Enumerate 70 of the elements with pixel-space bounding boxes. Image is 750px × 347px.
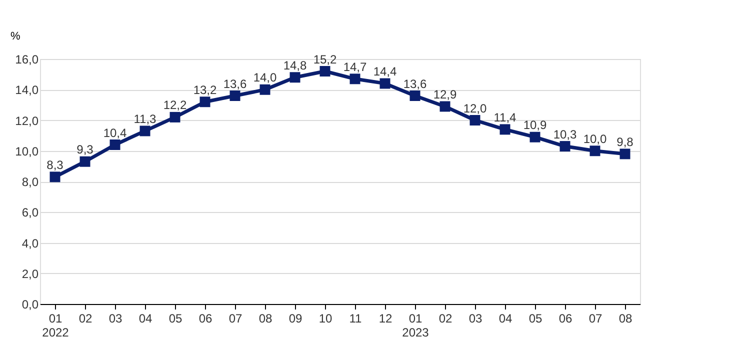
data-label: 14,8 (283, 58, 307, 72)
x-tick-label: 08 (618, 312, 632, 326)
point (560, 141, 570, 152)
data-label: 14,0 (253, 70, 277, 85)
x-tick-label: 04 (138, 312, 152, 326)
x-tick-label: 01 2023 (402, 312, 430, 340)
point (50, 172, 60, 182)
data-label: 15,2 (313, 52, 337, 66)
x-tick-label: 02 (438, 312, 452, 326)
data-label: 14,4 (373, 64, 397, 78)
data-label: 11,3 (134, 112, 157, 126)
point (230, 90, 240, 101)
x-tick-label: 07 (228, 312, 242, 326)
point (260, 84, 270, 95)
point (380, 78, 390, 89)
data-label: 13,6 (403, 76, 427, 91)
x-tick-label: 12 (378, 312, 392, 326)
point (470, 115, 480, 126)
x-tick-label: 08 (258, 312, 272, 326)
data-label: 12,2 (163, 98, 187, 112)
data-label: 9,8 (616, 134, 634, 149)
point (200, 96, 210, 108)
data-label: 9,3 (76, 142, 94, 157)
point (500, 124, 510, 135)
x-tick-label: 09 (288, 312, 302, 326)
x-tick-label: 04 (498, 312, 512, 326)
y-axis-title: % (10, 30, 20, 42)
x-tick-label: 06 (198, 312, 212, 326)
x-tick-label: 10 (318, 312, 332, 326)
y-tick-label: 10,0 (15, 144, 39, 158)
data-label: 12,9 (433, 87, 457, 102)
point (290, 72, 300, 83)
x-tick-label: 03 (468, 312, 482, 326)
point (350, 74, 360, 84)
point (530, 132, 540, 142)
x-tick-label: 01 2022 (42, 312, 70, 340)
point (410, 90, 420, 101)
data-label: 10,9 (523, 118, 547, 132)
x-tick-label: 11 (349, 312, 362, 326)
y-tick-label: 8,0 (22, 175, 39, 189)
data-label: 10,4 (103, 126, 127, 140)
data-label: 10,3 (553, 127, 577, 142)
point (170, 112, 180, 122)
x-tick-label: 06 (558, 312, 572, 326)
point (110, 140, 120, 150)
point (620, 148, 630, 160)
data-label: 12,0 (463, 101, 487, 116)
y-tick-label: 0,0 (22, 298, 39, 312)
point (140, 126, 150, 136)
y-tick-label: 16,0 (15, 52, 39, 66)
data-label: 13,6 (223, 76, 247, 91)
point (80, 156, 90, 167)
data-label: 13,2 (193, 82, 217, 97)
y-tick-label: 2,0 (22, 266, 39, 281)
point (440, 101, 450, 112)
point (590, 146, 600, 156)
x-tick-label: 05 (528, 312, 542, 326)
x-tick-label: 05 (168, 312, 182, 326)
y-tick-label: 4,0 (22, 236, 39, 250)
point (320, 66, 330, 76)
y-tick-label: 14,0 (15, 83, 39, 98)
y-tick-label: 6,0 (22, 206, 39, 220)
x-tick-label: 03 (108, 312, 122, 326)
data-label: 14,7 (343, 60, 367, 74)
x-tick-label: 02 (78, 312, 92, 326)
data-label: 10,0 (583, 132, 607, 146)
x-tick-label: 07 (588, 312, 602, 326)
y-tick-label: 12,0 (15, 114, 39, 128)
data-label: 8,3 (46, 158, 64, 172)
data-label: 11,4 (494, 110, 517, 124)
